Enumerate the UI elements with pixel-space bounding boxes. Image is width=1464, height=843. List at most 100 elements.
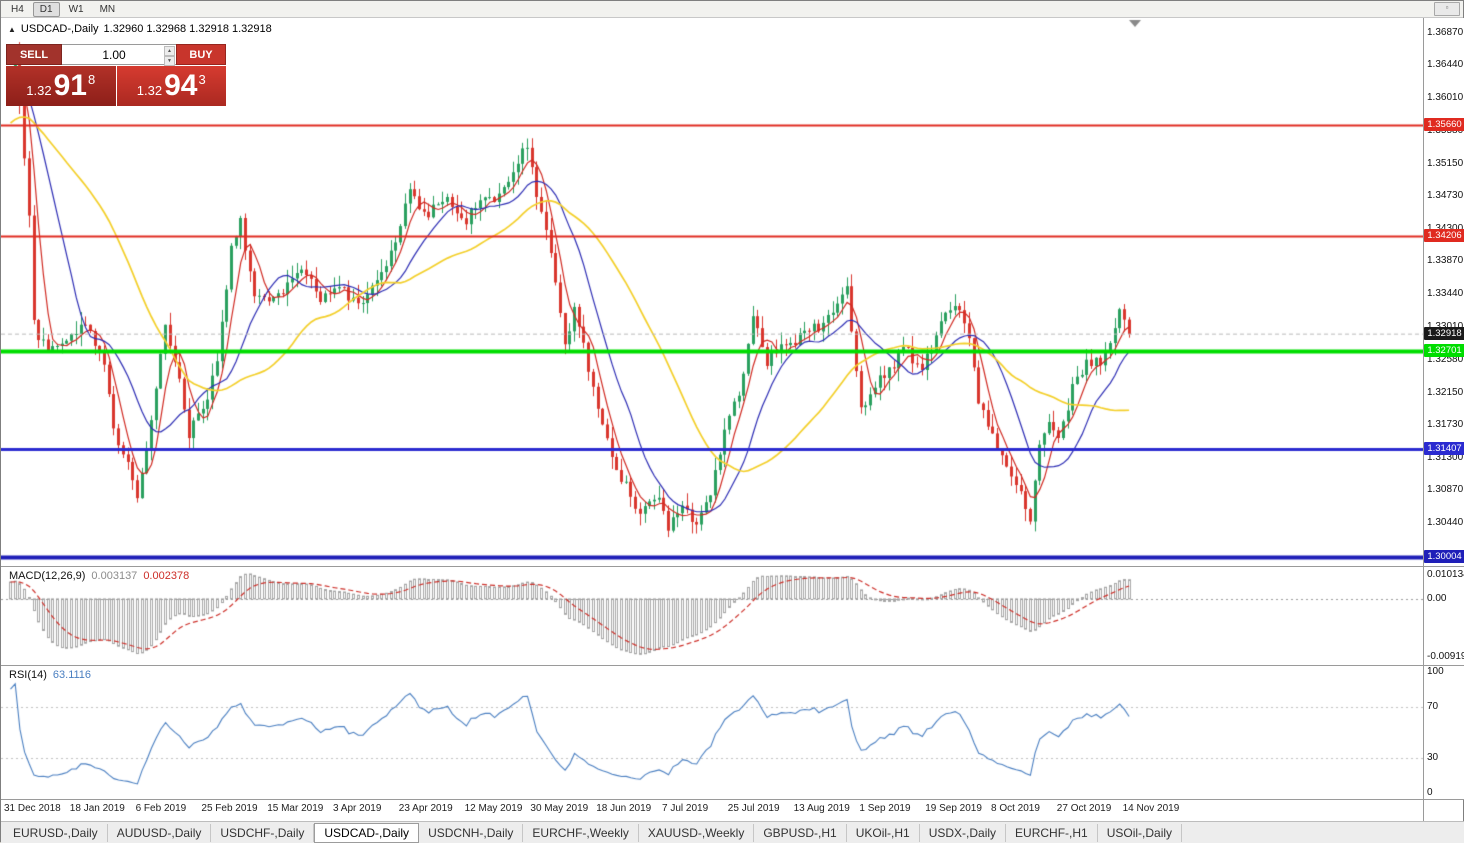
ask-prefix: 1.32 [136, 82, 163, 98]
main-chart-canvas[interactable] [1, 18, 1423, 566]
bid-prefix: 1.32 [26, 82, 52, 98]
chart-tab-audusddaily[interactable]: AUDUSD-,Daily [108, 823, 212, 842]
volume-input[interactable] [62, 45, 176, 64]
level-price-label: 1.32701 [1424, 343, 1464, 357]
date-label: 18 Jun 2019 [596, 803, 652, 814]
volume-spinner: ▲ ▼ [164, 46, 175, 66]
date-label: 1 Sep 2019 [859, 803, 911, 814]
timeframe-button-h4[interactable]: H4 [11, 3, 24, 15]
timeframe-button-w1[interactable]: W1 [68, 3, 84, 15]
rsi-pane-canvas[interactable] [1, 666, 1423, 799]
axis-border [1423, 18, 1424, 821]
chart-tab-usdcnhdaily[interactable]: USDCNH-,Daily [419, 823, 524, 842]
price-tick-label: 1.30870 [1427, 484, 1464, 496]
rsi-axis-label: 100 [1427, 666, 1444, 677]
chart-tab-xauusdweekly[interactable]: XAUUSD-,Weekly [639, 823, 755, 842]
rsi-value: 63.1116 [52, 669, 92, 681]
volume-box: ▲ ▼ [62, 44, 176, 66]
rsi-axis[interactable]: 100 70 30 0 [1424, 666, 1464, 799]
price-tick-label: 1.32150 [1427, 386, 1464, 398]
top-toolbar: H4 D1 W1 MN ▫ [1, 1, 1463, 18]
date-axis[interactable]: 31 Dec 2018 18 Jan 2019 6 Feb 2019 25 Feb 2… [1, 800, 1423, 820]
bid-pipette: 8 [87, 71, 96, 87]
date-label: 23 Apr 2019 [398, 803, 453, 814]
spinner-down-icon[interactable]: ▼ [164, 56, 175, 66]
date-label: 6 Feb 2019 [135, 803, 187, 814]
timeframe-buttons: H4 D1 W1 MN [4, 1, 122, 17]
price-tick-label: 1.34300 [1427, 223, 1463, 234]
rsi-name: RSI(14) [9, 669, 47, 681]
bid-quote-button[interactable]: 1.32 91 8 [6, 66, 116, 106]
chart-tab-usdcaddaily[interactable]: USDCAD-,Daily [314, 822, 420, 843]
price-tick-label: 1.36010 [1427, 92, 1464, 104]
date-label: 13 Aug 2019 [793, 803, 850, 814]
macd-main-value: 0.003137 [91, 570, 138, 582]
chart-title-overlay: ▲ USDCAD-,Daily 1.32960 1.32968 1.32918 … [8, 23, 272, 35]
chart-tab-usdxdaily[interactable]: USDX-,Daily [920, 823, 1007, 842]
pane-separator[interactable] [1, 566, 1464, 567]
ask-quote-button[interactable]: 1.32 94 3 [116, 66, 226, 106]
price-tick-label: 1.35150 [1427, 157, 1464, 169]
rsi-axis-label: 30 [1427, 751, 1439, 763]
spinner-up-icon[interactable]: ▲ [164, 46, 175, 56]
macd-axis-min: -0.009194 [1427, 651, 1464, 662]
date-label: 8 Oct 2019 [991, 803, 1040, 814]
chart-tab-eurusddaily[interactable]: EURUSD-,Daily [4, 823, 108, 842]
price-tick-label: 1.36870 [1427, 26, 1464, 38]
date-label: 27 Oct 2019 [1056, 803, 1112, 814]
price-axis[interactable]: 1.368701.364401.360101.355801.351501.347… [1424, 18, 1464, 566]
chart-symbol-label: USDCAD-,Daily [20, 23, 99, 35]
chart-tab-eurchfh1[interactable]: EURCHF-,H1 [1006, 823, 1098, 842]
panel-collapse-icon[interactable]: ▲ [8, 24, 16, 34]
quote-row: 1.32 91 8 1.32 94 3 [6, 66, 226, 106]
chart-tab-usoildaily[interactable]: USOil-,Daily [1098, 823, 1183, 842]
macd-name: MACD(12,26,9) [9, 570, 86, 582]
macd-label: MACD(12,26,9) 0.003137 0.002378 [9, 570, 189, 582]
date-label: 15 Mar 2019 [267, 803, 324, 814]
sell-button[interactable]: SELL [6, 44, 62, 65]
trade-panel-row: SELL ▲ ▼ BUY [6, 44, 226, 66]
price-tick-label: 1.33010 [1427, 321, 1463, 332]
level-price-label: 1.35660 [1424, 117, 1464, 131]
chart-tab-gbpusdh1[interactable]: GBPUSD-,H1 [754, 823, 847, 842]
current-price-label: 1.32918 [1424, 327, 1464, 341]
price-tick-label: 1.33440 [1427, 288, 1464, 300]
macd-pane-canvas[interactable] [1, 567, 1423, 665]
macd-axis[interactable]: 0.010134 0.00 -0.009194 [1424, 567, 1464, 665]
date-label: 7 Jul 2019 [662, 803, 709, 814]
chart-tab-ukoilh1[interactable]: UKOil-,H1 [847, 823, 920, 842]
window-button-icon[interactable]: ▫ [1434, 2, 1460, 16]
pane-separator[interactable] [1, 665, 1464, 666]
chart-ohlc-values: 1.32960 1.32968 1.32918 1.32918 [103, 23, 272, 35]
rsi-label: RSI(14) 63.1116 [9, 669, 91, 681]
price-tick-label: 1.33870 [1427, 255, 1464, 267]
price-tick-label: 1.31300 [1427, 451, 1464, 463]
rsi-axis-label: 0 [1427, 787, 1433, 798]
date-label: 25 Feb 2019 [201, 803, 258, 814]
ask-pipette: 3 [198, 71, 206, 87]
date-label: 31 Dec 2018 [4, 803, 61, 814]
price-tick-label: 1.30440 [1427, 517, 1464, 529]
macd-axis-zero: 0.00 [1427, 593, 1447, 604]
macd-signal-value: 0.002378 [143, 570, 190, 582]
price-tick-label: 1.34730 [1427, 189, 1464, 201]
date-label: 19 Sep 2019 [925, 803, 982, 814]
timeframe-button-d1[interactable]: D1 [32, 1, 60, 17]
date-label: 30 May 2019 [530, 803, 589, 814]
price-tick-label: 1.36440 [1427, 59, 1464, 71]
timeframe-button-mn[interactable]: MN [99, 3, 116, 15]
chart-tab-usdchfdaily[interactable]: USDCHF-,Daily [211, 823, 315, 842]
rsi-axis-label: 70 [1427, 701, 1439, 713]
buy-button[interactable]: BUY [176, 44, 226, 65]
bid-big-digits: 91 [53, 69, 87, 102]
ask-big-digits: 94 [164, 69, 198, 102]
price-tick-label: 1.31730 [1427, 418, 1464, 430]
level-price-label: 1.34206 [1424, 228, 1464, 242]
price-tick-label: 1.32580 [1427, 353, 1464, 365]
level-price-label: 1.30004 [1424, 549, 1464, 563]
chart-tab-eurchfweekly[interactable]: EURCHF-,Weekly [523, 823, 639, 842]
macd-axis-max: 0.010134 [1427, 569, 1464, 580]
pane-separator[interactable] [1, 799, 1464, 800]
